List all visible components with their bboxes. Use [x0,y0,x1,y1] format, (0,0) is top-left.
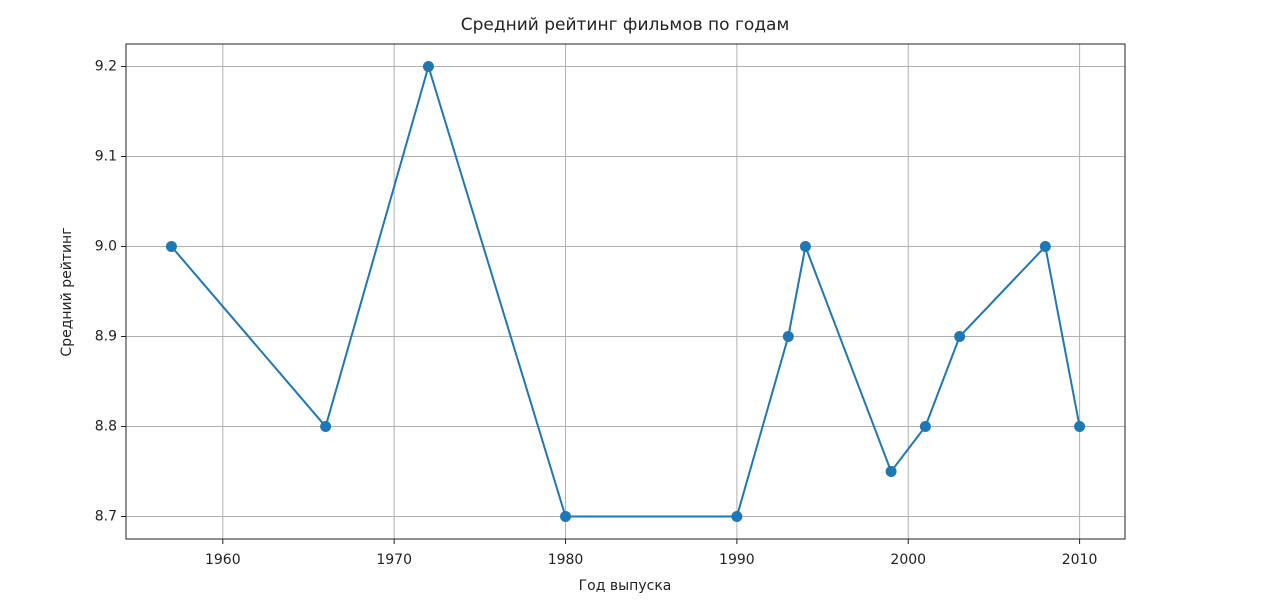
y-tick-label: 9.1 [95,149,117,165]
x-tick-label: 1970 [376,552,412,568]
x-axis-label: Год выпуска [579,578,672,594]
marker [731,511,743,522]
marker [422,61,434,72]
marker [885,466,897,477]
chart-title: Средний рейтинг фильмов по годам [461,15,790,35]
marker [165,241,177,252]
y-tick-label: 8.9 [95,329,117,345]
marker [919,421,931,432]
x-tick-label: 1990 [719,552,755,568]
y-axis-label: Средний рейтинг [59,227,75,356]
marker [799,241,811,252]
marker [954,331,966,342]
marker [560,511,572,522]
x-tick-label: 2000 [890,552,926,568]
x-tick-label: 1960 [205,552,241,568]
x-tick-label: 2010 [1062,552,1098,568]
y-tick-label: 9.2 [95,59,117,75]
y-tick-label: 8.7 [95,509,117,525]
x-tick-label: 1980 [548,552,584,568]
marker [1074,421,1086,432]
plot-frame [125,43,1126,540]
y-tick-label: 8.8 [95,419,117,435]
marker [782,331,794,342]
y-tick-label: 9.0 [95,239,117,255]
line [170,62,1081,518]
marker [1039,241,1051,252]
marker [320,421,332,432]
